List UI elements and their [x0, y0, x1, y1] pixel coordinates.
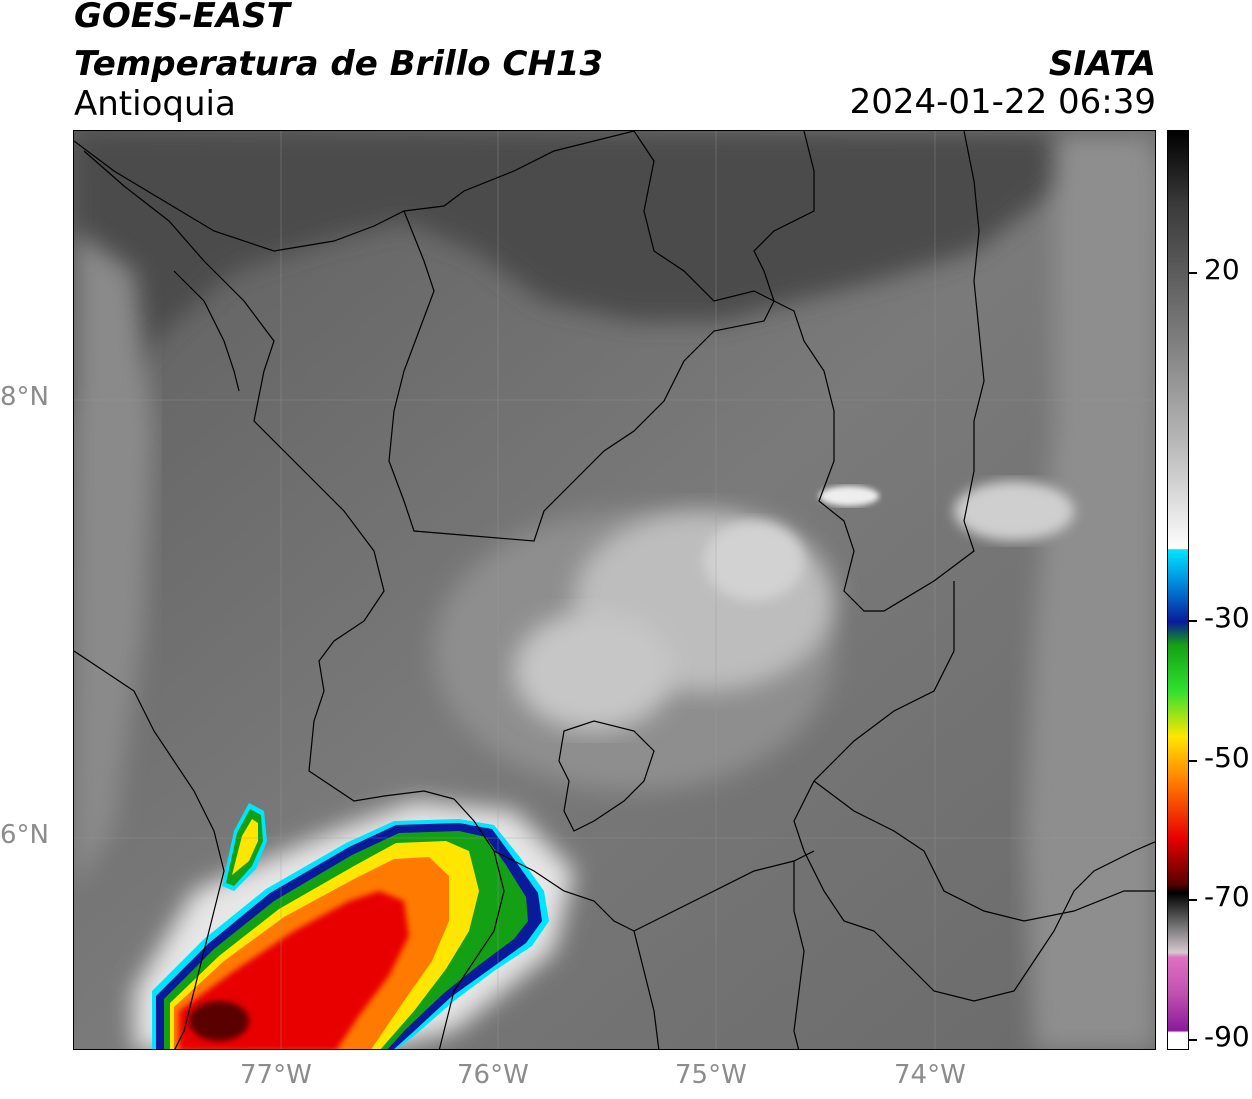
region-label: Antioquia: [74, 84, 236, 124]
lat-tick-8n: 8°N: [0, 382, 49, 412]
timestamp-label: 2024-01-22 06:39: [849, 82, 1156, 122]
lon-tick-77w: 77°W: [240, 1060, 312, 1090]
pacific-cloud-band: [74, 231, 154, 891]
colorbar-tick-minus30: [1189, 620, 1197, 622]
colorbar-label-20: 20: [1204, 253, 1240, 286]
bright-cloud-e: [819, 486, 879, 506]
lon-tick-75w: 75°W: [675, 1060, 747, 1090]
colorbar-tick-minus50: [1189, 760, 1197, 762]
colorbar-label-minus90: -90: [1204, 1020, 1250, 1053]
bright-cloud-c: [704, 521, 804, 601]
satellite-map[interactable]: [73, 130, 1156, 1050]
sea-region: [74, 131, 1155, 411]
storm-core: [189, 1001, 249, 1041]
bright-cloud-d: [954, 481, 1074, 541]
map-canvas: [74, 131, 1155, 1049]
graticule: [74, 131, 1155, 1049]
east-cloud-band: [1024, 131, 1155, 1049]
organization-label: SIATA: [1048, 44, 1156, 84]
product-title: Temperatura de Brillo CH13: [74, 44, 604, 84]
admin-boundaries: [74, 131, 1155, 1049]
colorbar-tick-20: [1189, 272, 1197, 274]
colorbar-tick-minus70: [1189, 899, 1197, 901]
bright-cloud-b: [514, 611, 674, 731]
lon-tick-76w: 76°W: [457, 1060, 529, 1090]
colorbar-label-minus70: -70: [1204, 880, 1250, 913]
colorbar: [1167, 130, 1189, 1050]
lat-tick-6n: 6°N: [0, 820, 49, 850]
colorbar-tick-minus90: [1189, 1039, 1197, 1041]
lon-tick-74w: 74°W: [894, 1060, 966, 1090]
satellite-title: GOES-EAST: [74, 0, 290, 36]
colorbar-label-minus30: -30: [1204, 601, 1250, 634]
small-cell-inner: [232, 819, 258, 875]
colorbar-label-minus50: -50: [1204, 741, 1250, 774]
